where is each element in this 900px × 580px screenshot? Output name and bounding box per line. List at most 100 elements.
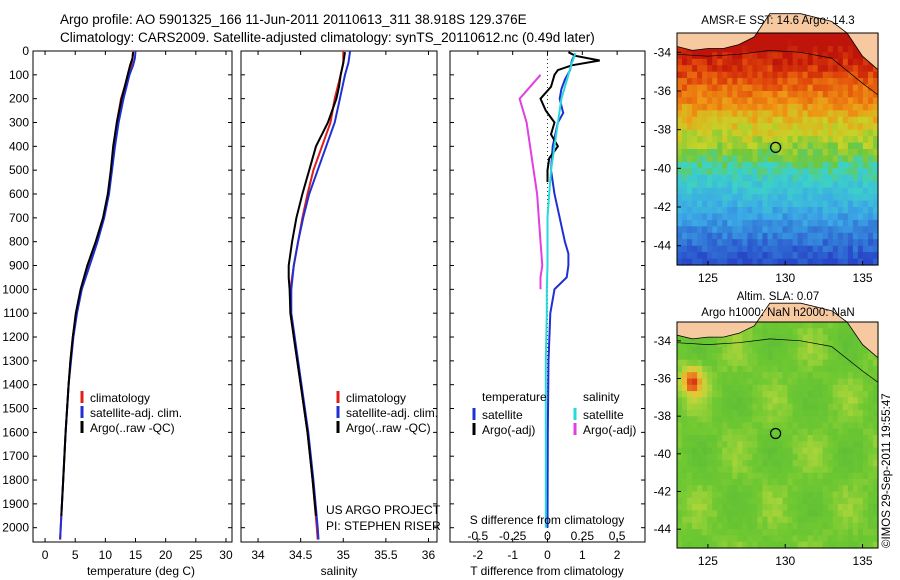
land-mass	[676, 302, 879, 359]
legend-label: Argo(..raw -QC)	[90, 421, 175, 435]
map-cell	[822, 447, 829, 455]
map-cell	[787, 391, 794, 398]
map-cell	[782, 340, 789, 348]
map-cell	[712, 359, 718, 367]
map-cell	[772, 328, 779, 336]
map-cell	[802, 403, 809, 411]
map-cell	[767, 245, 774, 253]
map-cell	[732, 245, 738, 253]
map-cell	[687, 347, 693, 354]
map-cell	[827, 123, 834, 131]
map-cell	[837, 91, 844, 98]
map-cell	[827, 397, 834, 405]
map-cell	[857, 428, 864, 436]
map-cell	[767, 45, 774, 53]
map-cell	[747, 535, 753, 543]
map-cell	[712, 334, 718, 342]
map-cell	[727, 58, 733, 66]
map-cell	[852, 485, 859, 493]
map-cell	[752, 409, 758, 417]
map-cell	[862, 71, 869, 79]
map-cell	[787, 504, 794, 511]
map-cell	[817, 91, 824, 98]
map-cell	[797, 409, 804, 417]
map-cell	[702, 45, 708, 53]
map-cell	[707, 58, 713, 66]
map-cell	[782, 422, 789, 430]
map-cell	[847, 187, 854, 195]
map-cell	[717, 516, 723, 524]
map-cell	[787, 497, 794, 505]
map-cell	[847, 416, 854, 424]
map-cell	[812, 466, 819, 474]
map-cell	[772, 529, 779, 537]
map-cell	[802, 110, 809, 118]
map-cell	[677, 460, 683, 467]
map-cell	[677, 149, 683, 156]
map-cell	[757, 110, 763, 118]
map-cell	[767, 497, 774, 505]
map-cell	[717, 245, 723, 253]
map-cell	[752, 65, 758, 73]
map-cell	[792, 347, 799, 354]
map-cell	[717, 174, 723, 182]
map-cell	[807, 142, 814, 150]
map-cell	[787, 187, 794, 195]
map-cell	[707, 65, 713, 73]
map-cell	[777, 472, 784, 480]
map-cell	[822, 485, 829, 493]
map-cell	[792, 194, 799, 202]
map-cell	[852, 149, 859, 156]
map-cell	[732, 232, 738, 240]
map-cell	[837, 78, 844, 86]
map-cell	[677, 97, 683, 105]
map-cell	[777, 372, 784, 380]
map-cell	[692, 491, 698, 499]
map-cell	[857, 226, 864, 234]
map-cell	[842, 460, 849, 467]
map-cell	[742, 416, 748, 424]
map-cell	[747, 397, 753, 405]
map-cell	[822, 510, 829, 518]
map-cell	[747, 416, 753, 424]
map-cell	[852, 71, 859, 79]
map-cell	[682, 226, 688, 234]
map-cell	[692, 409, 698, 417]
map-cell	[752, 466, 758, 474]
map-cell	[752, 522, 758, 530]
map-cell	[852, 422, 859, 430]
map-cell	[868, 428, 874, 436]
map-cell	[777, 116, 784, 124]
map-cell	[782, 428, 789, 436]
map-cell	[732, 504, 738, 511]
map-cell	[767, 466, 774, 474]
map-cell	[777, 441, 784, 449]
map-cell	[782, 485, 789, 493]
map-cell	[727, 168, 733, 176]
map-cell	[822, 384, 829, 392]
map-cell	[762, 372, 768, 380]
map-cell	[772, 252, 779, 260]
map-cell	[707, 441, 713, 449]
map-cell	[862, 384, 869, 392]
map-cell	[757, 391, 763, 398]
map-cell	[817, 213, 824, 221]
legend-label: satellite-adj. clim.	[346, 406, 438, 420]
map-cell	[837, 84, 844, 92]
map-cell	[772, 535, 779, 543]
map-cell	[727, 365, 733, 373]
map-cell	[682, 155, 688, 163]
map-cell	[777, 110, 784, 118]
map-cell	[702, 466, 708, 474]
map-cell	[702, 409, 708, 417]
map-cell	[832, 403, 839, 411]
map-cell	[677, 155, 683, 163]
map-cell	[807, 84, 814, 92]
map-cell	[752, 142, 758, 150]
map-cell	[722, 239, 728, 247]
map-cell	[782, 529, 789, 537]
map-cell	[837, 116, 844, 124]
map-cell	[697, 428, 703, 436]
map-cell	[862, 403, 869, 411]
map-cell	[812, 136, 819, 144]
